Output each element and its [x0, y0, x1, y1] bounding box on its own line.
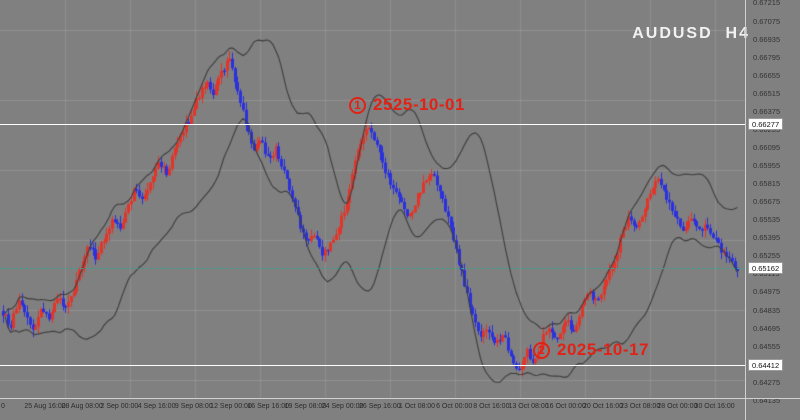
time-axis-label: 2 Sep 00:00: [100, 403, 139, 410]
circled-1-icon: 1: [349, 96, 366, 114]
price-tick-label: 0.65815: [753, 179, 781, 189]
time-axis: 0 25 Aug 16:00 28 Aug 08:00 2 Sep 00:00 4 Se…: [0, 399, 800, 420]
price-tick-label: 0.64695: [753, 323, 781, 333]
time-axis-label: 30 Oct 16:00: [694, 403, 735, 410]
price-tick-label: 0.64975: [753, 287, 781, 297]
price-tick-label: 0.66935: [753, 34, 781, 44]
price-tick-label: 0.64275: [753, 377, 781, 387]
time-axis-label: 6 Oct 00:00: [436, 403, 473, 410]
price-line-0.66277[interactable]: [0, 124, 745, 125]
time-axis-label: 24 Sep 00:00: [321, 403, 364, 410]
time-axis-label: 16 Oct 00:00: [545, 403, 586, 410]
price-tick-label: 0.67215: [753, 0, 781, 8]
time-axis-label: 8 Oct 16:00: [473, 403, 510, 410]
circled-2-icon: 2: [533, 341, 550, 359]
price-line-value-box: 0.65162: [748, 262, 784, 274]
price-tick-label: 0.66515: [753, 88, 781, 98]
time-axis-label: 16 Sep 16:00: [247, 403, 290, 410]
time-axis-label: 13 Oct 08:00: [508, 403, 549, 410]
price-tick-label: 0.65535: [753, 215, 781, 225]
time-axis-label: 28 Aug 08:00: [61, 403, 103, 410]
annotation-2[interactable]: 2 2025-10-17: [533, 340, 649, 360]
annotation-2-date: 2025-10-17: [557, 340, 649, 359]
time-axis-label: 25 Aug 16:00: [24, 403, 66, 410]
price-tick-label: 0.64555: [753, 341, 781, 351]
time-axis-label: 9 Sep 08:00: [174, 403, 213, 410]
axis-vertical-separator: [745, 0, 746, 420]
symbol-timeframe-label: AUDUSD H4: [632, 25, 750, 42]
price-tick-label: 0.65255: [753, 251, 781, 261]
price-line-0.65162[interactable]: [0, 268, 745, 269]
price-tick-label: 0.64135: [753, 395, 781, 405]
price-tick-label: 0.67075: [753, 16, 781, 26]
time-axis-label: 20 Oct 16:00: [582, 403, 624, 410]
time-label-fragment: 0: [1, 403, 5, 410]
time-axis-label: 23 Oct 08:00: [620, 403, 661, 410]
price-tick-label: 0.66795: [753, 52, 781, 62]
time-axis-label: 1 Oct 08:00: [398, 403, 436, 410]
price-tick-label: 0.66375: [753, 106, 781, 116]
price-tick-label: 0.65395: [753, 233, 781, 243]
price-line-0.64412[interactable]: [0, 365, 745, 366]
time-axis-label: 4 Sep 16:00: [137, 403, 176, 410]
price-tick-label: 0.64835: [753, 305, 781, 315]
price-tick-label: 0.66095: [753, 142, 781, 152]
time-axis-label: 19 Sep 08:00: [284, 403, 327, 410]
annotation-1[interactable]: 1 2525-10-01: [349, 95, 465, 115]
price-line-value-box: 0.64412: [748, 359, 784, 371]
time-axis-label: 28 Oct 00:00: [657, 403, 698, 410]
price-axis: 0.66277 0.65162 0.64412 0.67215 0.67075 0.669…: [745, 0, 800, 420]
price-tick-label: 0.65955: [753, 161, 781, 171]
axis-horizontal-separator: [0, 398, 800, 399]
price-line-value-box: 0.66277: [748, 118, 784, 130]
time-axis-label: 26 Sep 16:00: [358, 403, 401, 410]
annotation-1-date: 2525-10-01: [373, 95, 465, 114]
time-axis-label: 12 Sep 00:00: [210, 403, 252, 410]
price-tick-label: 0.65675: [753, 197, 781, 207]
price-tick-label: 0.66655: [753, 70, 781, 80]
